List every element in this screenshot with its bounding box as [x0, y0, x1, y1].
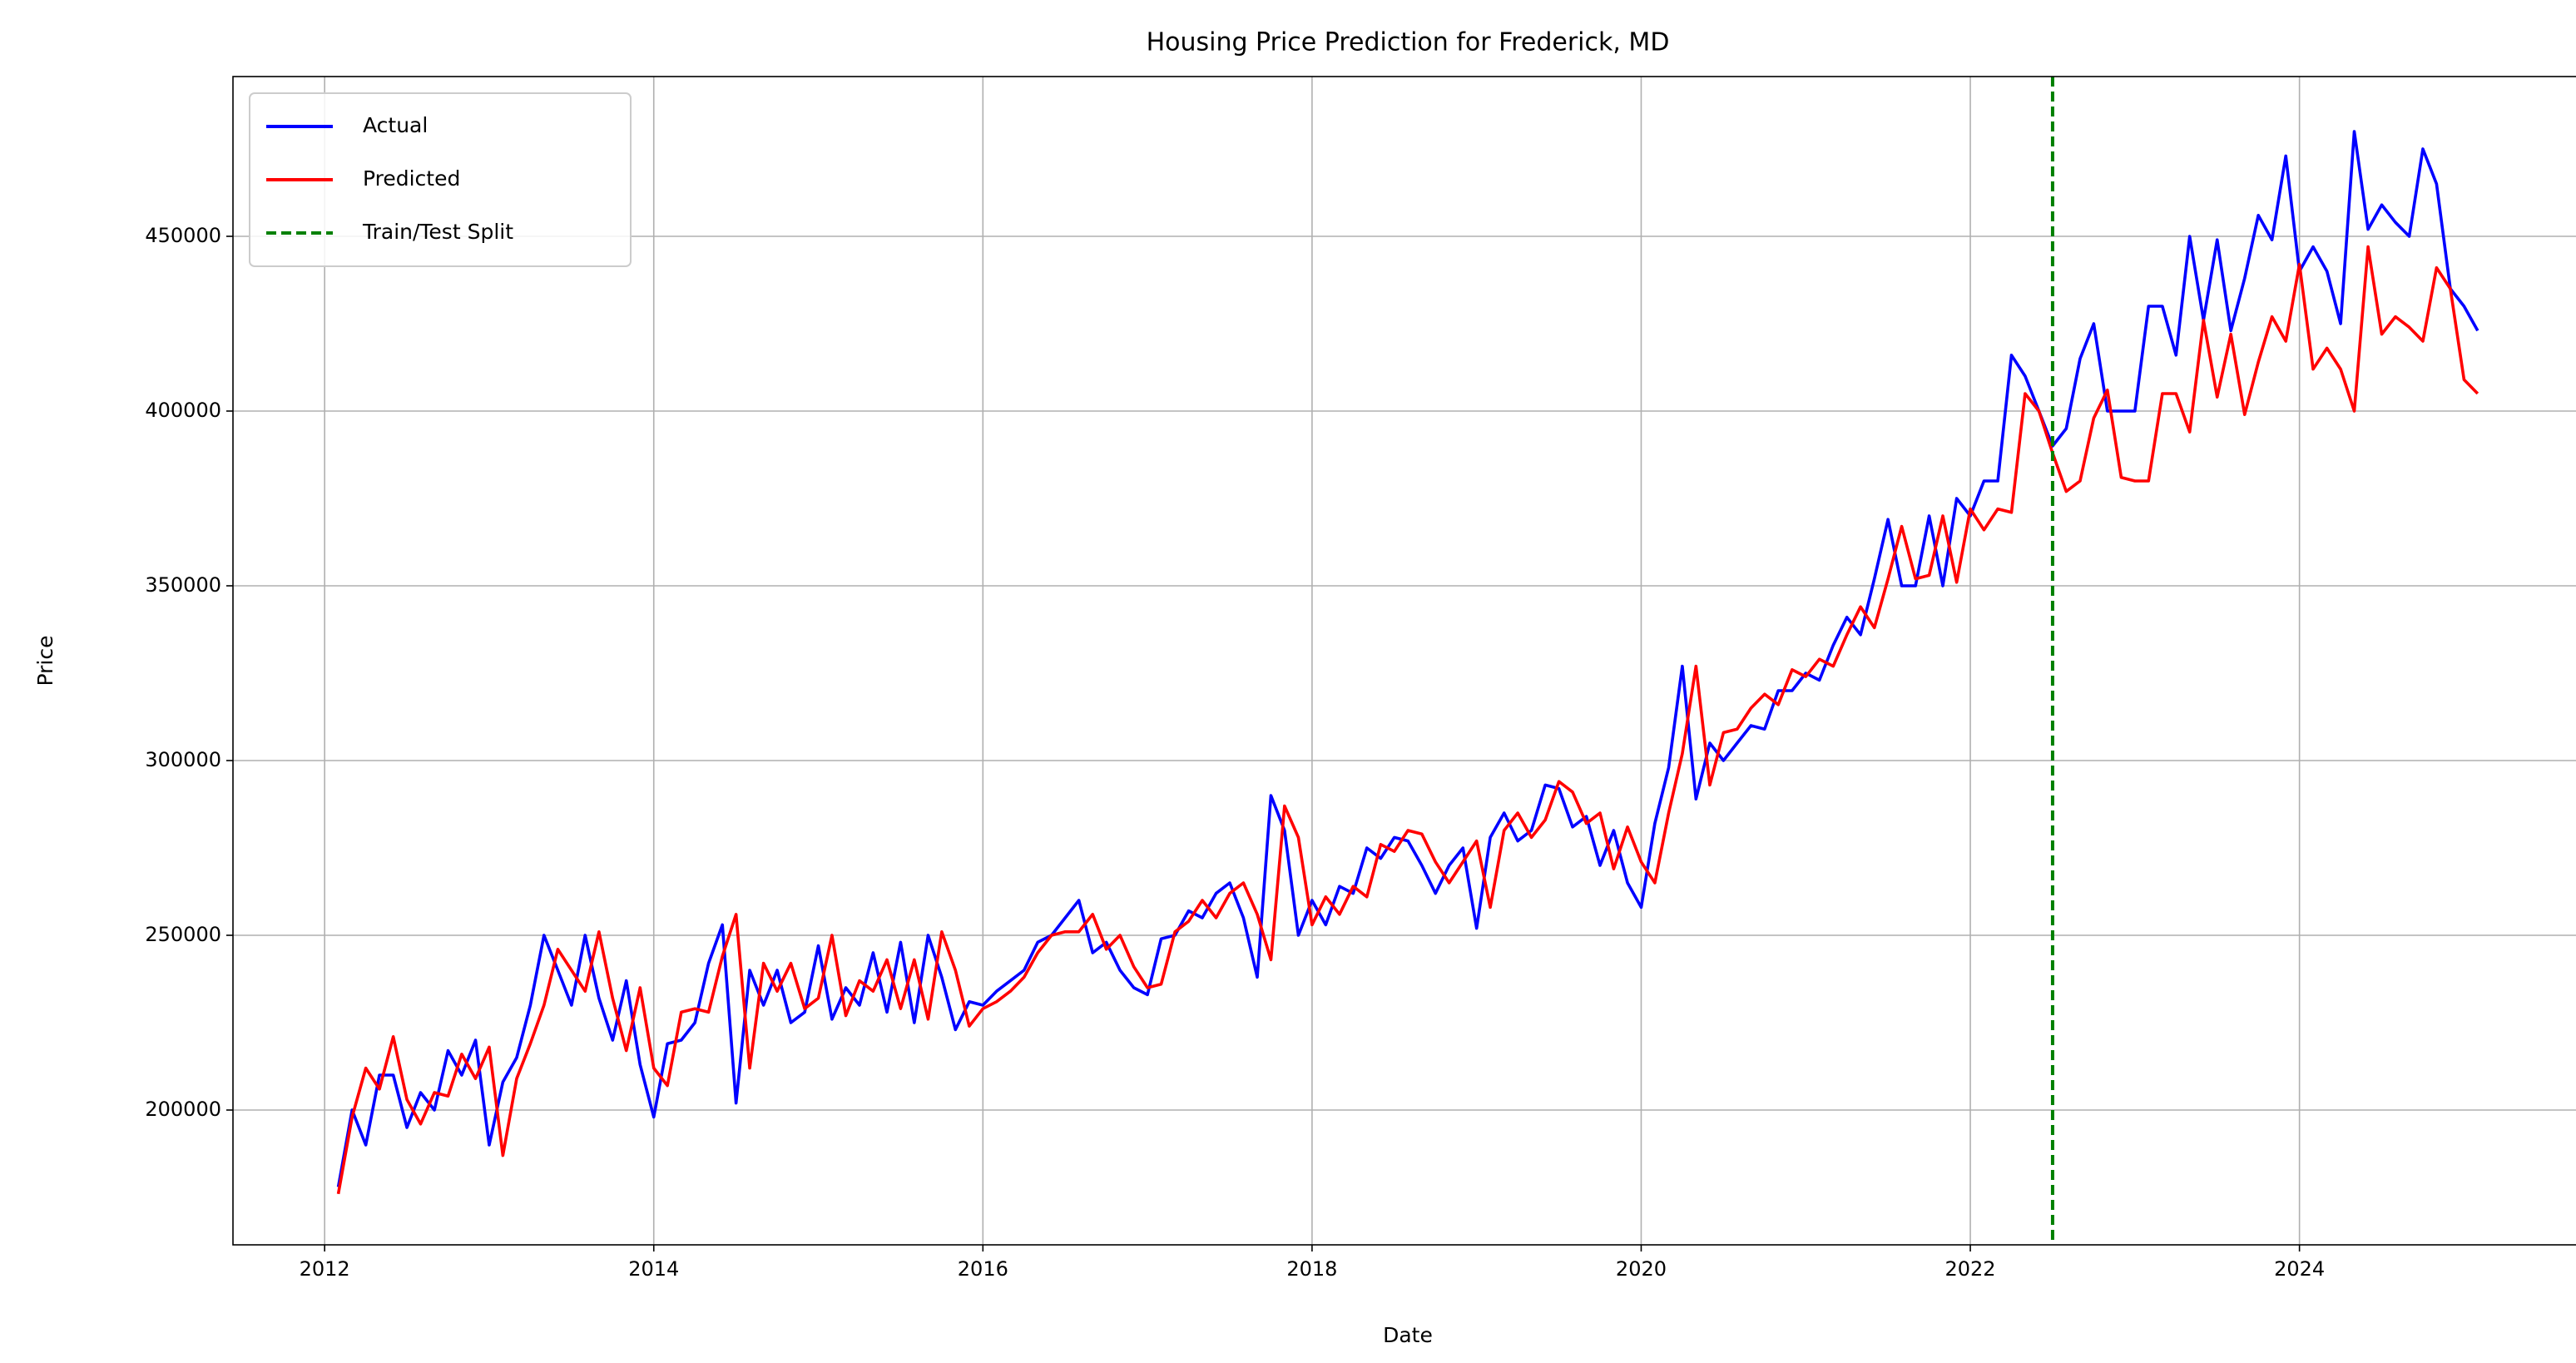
x-tick-label: 2020 — [1616, 1257, 1667, 1281]
x-tick-label: 2024 — [2274, 1257, 2325, 1281]
x-tick-label: 2012 — [300, 1257, 350, 1281]
legend: Actual Predicted Train/Test Split — [249, 92, 632, 267]
chart-title: Housing Price Prediction for Frederick, … — [1147, 28, 1670, 57]
x-tick-label: 2018 — [1286, 1257, 1337, 1281]
legend-label: Predicted — [363, 166, 460, 191]
y-tick-label: 250000 — [145, 923, 221, 946]
plot-frame — [232, 76, 2576, 1246]
y-axis-label: Price — [33, 636, 57, 686]
y-tick-label: 350000 — [145, 573, 221, 597]
x-axis-label: Date — [1383, 1323, 1433, 1347]
y-tick-label: 200000 — [145, 1098, 221, 1121]
y-tick-label: 300000 — [145, 748, 221, 771]
legend-label: Actual — [363, 113, 428, 137]
x-tick-label: 2014 — [628, 1257, 679, 1281]
legend-box — [249, 92, 632, 267]
y-tick-label: 400000 — [145, 399, 221, 422]
data-line — [336, 130, 2479, 1187]
legend-label: Train/Test Split — [362, 220, 513, 244]
data-line — [336, 245, 2479, 1195]
x-tick-label: 2016 — [958, 1257, 1008, 1281]
x-tick-label: 2022 — [1945, 1257, 1996, 1281]
y-tick-label: 450000 — [145, 224, 221, 247]
